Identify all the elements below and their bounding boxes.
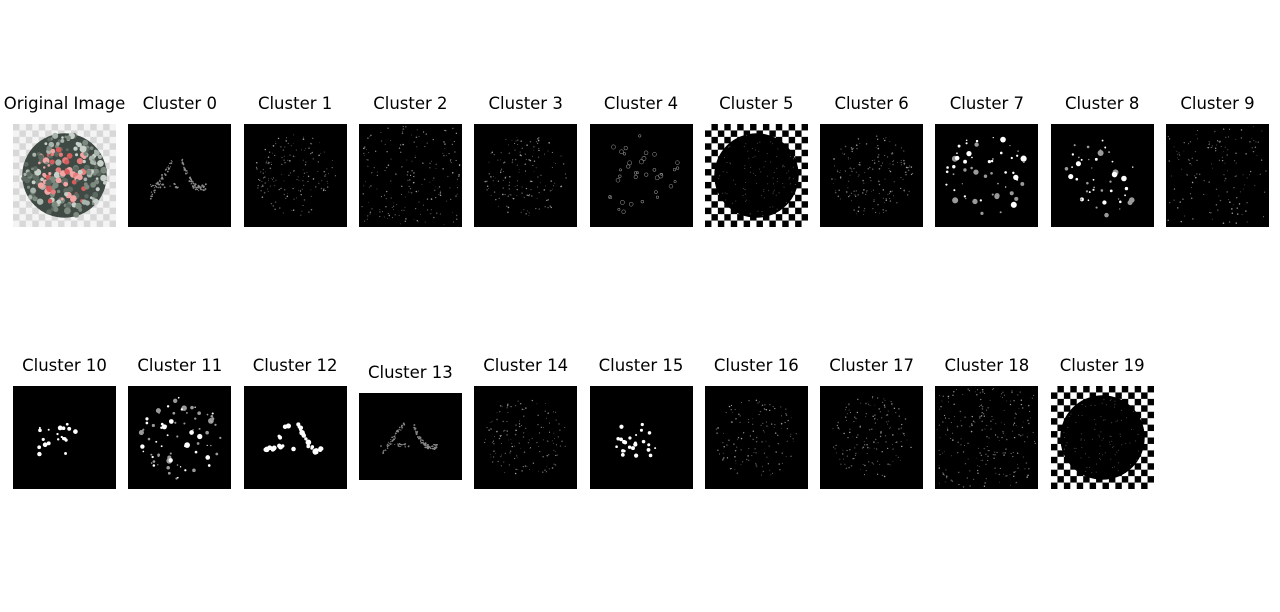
cluster-image [705,386,808,489]
cluster-image [128,386,231,489]
cluster-tile: Cluster 9 [1154,100,1280,227]
cluster-tile: Cluster 3 [462,100,589,227]
panel-title: Cluster 11 [116,356,243,376]
cluster-image-panel [244,124,347,227]
panel-title: Cluster 2 [347,94,474,114]
cluster-image-panel [1166,124,1269,227]
cluster-tile: Cluster 15 [578,362,705,489]
cluster-image-panel [1051,124,1154,227]
panel-title: Cluster 3 [462,94,589,114]
cluster-image-panel [359,124,462,227]
panel-title: Cluster 8 [1039,94,1166,114]
cluster-image [359,124,462,227]
cluster-image [474,386,577,489]
panel-title: Cluster 0 [116,94,243,114]
panel-title: Cluster 5 [693,94,820,114]
cluster-tile: Cluster 10 [1,362,128,489]
cluster-image-panel [820,124,923,227]
cluster-image-panel [1051,386,1154,489]
cluster-image [128,124,231,227]
cluster-tile: Original Image [1,100,128,227]
cluster-tile: Cluster 18 [923,362,1050,489]
cluster-image-panel [935,386,1038,489]
cluster-tile: Cluster 0 [116,100,243,227]
cluster-image [820,124,923,227]
panel-title: Cluster 12 [232,356,359,376]
cluster-tile: Cluster 5 [693,100,820,227]
cluster-tile: Cluster 14 [462,362,589,489]
panel-title: Cluster 16 [693,356,820,376]
cluster-tile: Cluster 13 [347,369,474,480]
panel-title: Cluster 4 [578,94,705,114]
cluster-tile: Cluster 11 [116,362,243,489]
panel-title: Cluster 10 [1,356,128,376]
cluster-image [13,386,116,489]
cluster-image-panel [13,386,116,489]
cluster-image-panel [359,393,462,480]
cluster-tile: Cluster 2 [347,100,474,227]
panel-title: Cluster 13 [347,363,474,383]
panel-title: Cluster 1 [232,94,359,114]
cluster-image [13,124,116,227]
cluster-image-panel [705,124,808,227]
cluster-image [820,386,923,489]
panel-title: Cluster 6 [808,94,935,114]
panel-title: Cluster 15 [578,356,705,376]
cluster-image [474,124,577,227]
cluster-image [590,386,693,489]
cluster-image-panel [128,124,231,227]
cluster-image [935,124,1038,227]
panel-title: Cluster 14 [462,356,589,376]
cluster-tile: Cluster 7 [923,100,1050,227]
cluster-image-panel [935,124,1038,227]
cluster-image [244,124,347,227]
panel-title: Cluster 7 [923,94,1050,114]
panel-title: Cluster 19 [1039,356,1166,376]
cluster-image [1051,386,1154,489]
original-image-panel [13,124,116,227]
cluster-image-panel [820,386,923,489]
panel-title: Original Image [1,94,128,114]
cluster-tile: Cluster 19 [1039,362,1166,489]
cluster-tile: Cluster 16 [693,362,820,489]
cluster-tile: Cluster 8 [1039,100,1166,227]
cluster-image [244,386,347,489]
cluster-image [705,124,808,227]
cluster-image-panel [590,124,693,227]
cluster-tile: Cluster 1 [232,100,359,227]
cluster-image [935,386,1038,489]
cluster-image-panel [474,124,577,227]
cluster-image-panel [128,386,231,489]
cluster-image-panel [244,386,347,489]
cluster-tile: Cluster 4 [578,100,705,227]
panel-title: Cluster 17 [808,356,935,376]
cluster-tile: Cluster 17 [808,362,935,489]
cluster-image-panel [590,386,693,489]
panel-title: Cluster 9 [1154,94,1280,114]
cluster-image-panel [705,386,808,489]
cluster-image [1166,124,1269,227]
cluster-image [1051,124,1154,227]
cluster-image [590,124,693,227]
cluster-image-panel [474,386,577,489]
cluster-tile: Cluster 12 [232,362,359,489]
cluster-tile: Cluster 6 [808,100,935,227]
cluster-image [359,393,462,480]
panel-title: Cluster 18 [923,356,1050,376]
